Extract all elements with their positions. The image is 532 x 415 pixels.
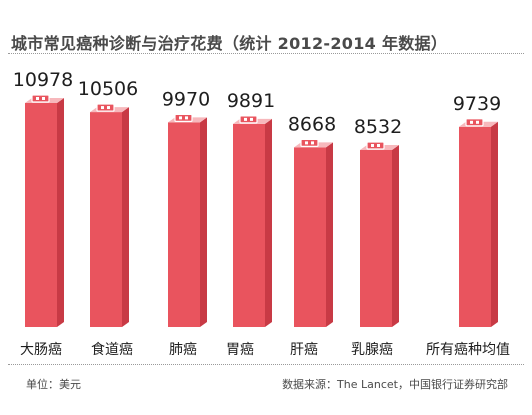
bar-front (233, 123, 265, 328)
category-label: 肝癌 (290, 342, 318, 358)
bar-2 (90, 103, 129, 327)
bar-3 (168, 113, 207, 327)
bar-side (200, 117, 207, 327)
value-label: 10978 (13, 69, 73, 91)
bottom-divider (8, 364, 524, 365)
bar-4 (233, 115, 272, 328)
bar-1 (25, 94, 64, 327)
bar-6 (360, 141, 399, 327)
unit-note: 单位：美元 (26, 378, 81, 391)
bar-front (360, 150, 392, 327)
bar-front (25, 103, 57, 327)
bar-front (90, 112, 122, 327)
value-label: 9970 (162, 88, 210, 110)
top-divider (8, 53, 524, 54)
money-icon (239, 115, 258, 124)
bar-front (459, 126, 491, 328)
category-label: 食道癌 (91, 341, 133, 358)
bar-side (122, 107, 129, 327)
money-icon (174, 113, 193, 122)
bar-side (57, 98, 64, 327)
bar-side (265, 118, 272, 328)
source-note: 数据来源：The Lancet，中国银行证券研究部 (282, 378, 508, 391)
category-label: 大肠癌 (20, 342, 62, 358)
bar-side (491, 121, 498, 328)
value-label: 10506 (78, 78, 138, 100)
category-label: 所有癌种均值 (426, 342, 510, 358)
category-label: 胃癌 (226, 342, 254, 358)
money-icon (366, 141, 385, 150)
bar-5 (294, 138, 333, 327)
category-label: 肺癌 (169, 342, 197, 358)
money-icon (465, 118, 484, 127)
bar-front (168, 122, 200, 327)
money-icon (31, 94, 50, 103)
money-icon (300, 138, 319, 147)
money-icon (96, 103, 115, 112)
bar-side (326, 142, 333, 327)
bar-side (392, 145, 399, 327)
chart-title: 城市常见癌种诊断与治疗花费（统计 2012-2014 年数据） (11, 34, 448, 53)
value-label: 8532 (354, 116, 402, 138)
bar-front (294, 147, 326, 327)
category-label: 乳腺癌 (351, 342, 393, 358)
value-label: 9891 (227, 90, 275, 112)
value-label: 8668 (288, 113, 336, 135)
value-label: 9739 (453, 93, 501, 115)
bar-7 (459, 118, 498, 328)
